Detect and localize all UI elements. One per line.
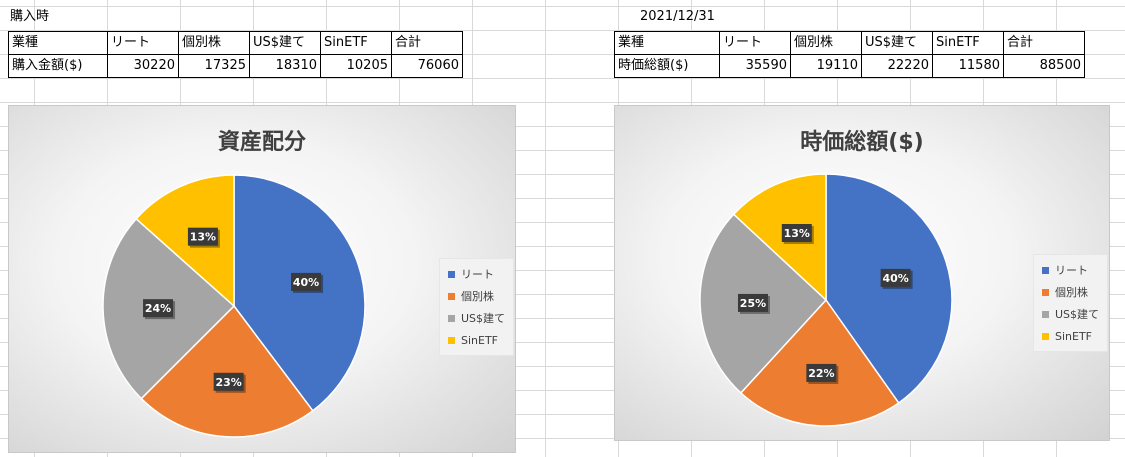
legend-item-us-dollar[interactable]: US$建て	[1042, 303, 1099, 325]
chart-title: 時価総額($)	[800, 130, 924, 155]
data-label-text: 13%	[784, 227, 810, 240]
value-cell[interactable]: 17325	[178, 54, 250, 78]
value-cell[interactable]: 19110	[790, 54, 862, 78]
legend-label: SinETF	[1055, 329, 1093, 343]
header-cell[interactable]: 合計	[391, 31, 463, 55]
data-label-text: 23%	[215, 376, 241, 389]
value-cell[interactable]: 18310	[249, 54, 321, 78]
legend-swatch	[1042, 332, 1049, 340]
legend-swatch	[448, 292, 455, 300]
value-cell[interactable]: 10205	[320, 54, 392, 78]
data-label-text: 40%	[882, 272, 908, 285]
table-row: 購入金額($) 30220 17325 18310 10205 76060	[8, 54, 463, 78]
data-label-text: 24%	[145, 302, 171, 315]
market-value-table: 業種 リート 個別株 US$建て SinETF 合計 時価総額($) 35590…	[614, 31, 1085, 78]
data-label: 13%	[781, 224, 814, 245]
header-cell[interactable]: 業種	[8, 31, 108, 55]
legend-item-us-dollar[interactable]: US$建て	[448, 307, 505, 329]
value-cell[interactable]: 76060	[391, 54, 463, 78]
legend-label: SinETF	[461, 333, 499, 347]
value-cell[interactable]: 22220	[861, 54, 933, 78]
data-label: 22%	[806, 363, 839, 384]
header-cell[interactable]: 個別株	[790, 31, 862, 55]
chart-legend[interactable]: リート個別株 US$建て SinETF	[1033, 254, 1109, 352]
pie-svg: 40% 22% 25% 13%	[699, 173, 953, 427]
header-cell[interactable]: SinETF	[932, 31, 1004, 55]
header-cell[interactable]: 合計	[1003, 31, 1085, 55]
table-header-row: 業種 リート 個別株 US$建て SinETF 合計	[8, 31, 463, 55]
data-label: 13%	[187, 227, 220, 248]
legend-swatch	[448, 270, 455, 278]
pie-slice-individual-stock[interactable]	[140, 304, 314, 438]
data-label-text: 13%	[190, 231, 216, 244]
header-cell[interactable]: 個別株	[178, 31, 250, 55]
legend-swatch	[1042, 310, 1049, 318]
data-label: 23%	[213, 372, 246, 393]
left-caption: 購入時	[10, 9, 50, 24]
market-value-chart[interactable]: 時価総額($) 40% 22% 25% 13% リート個別株 US$建て SinETF	[614, 105, 1110, 441]
header-cell[interactable]: SinETF	[320, 31, 392, 55]
legend-item-individual-stock[interactable]: 個別株	[1042, 281, 1099, 303]
legend-swatch	[1042, 266, 1049, 274]
pie-slice-sin-etf[interactable]	[732, 173, 827, 302]
legend-label: US$建て	[461, 312, 506, 325]
header-cell[interactable]: US$建て	[861, 31, 933, 55]
data-label-text: 22%	[808, 367, 834, 380]
right-caption: 2021/12/31	[640, 9, 715, 24]
data-label-text: 40%	[293, 276, 319, 289]
value-cell[interactable]: 30220	[107, 54, 179, 78]
table-header-row: 業種 リート 個別株 US$建て SinETF 合計	[614, 31, 1085, 55]
legend-swatch	[448, 314, 455, 322]
row-label-cell[interactable]: 時価総額($)	[614, 54, 720, 78]
header-cell[interactable]: リート	[719, 31, 791, 55]
legend-label: 個別株	[461, 290, 494, 303]
purchase-table: 業種 リート 個別株 US$建て SinETF 合計 購入金額($) 30220…	[8, 31, 463, 78]
data-label: 24%	[143, 299, 176, 320]
pie-svg: 40% 23% 24% 13%	[102, 174, 366, 438]
data-label: 40%	[291, 272, 324, 293]
value-cell[interactable]: 88500	[1003, 54, 1085, 78]
data-label: 40%	[880, 268, 913, 289]
pie-slice-sin-etf[interactable]	[135, 174, 235, 308]
row-label-cell[interactable]: 購入金額($)	[8, 54, 108, 78]
chart-title: 資産配分	[217, 130, 306, 155]
legend-item-sin-etf[interactable]: SinETF	[1042, 325, 1099, 347]
header-cell[interactable]: リート	[107, 31, 179, 55]
pie-slice-individual-stock[interactable]	[739, 298, 900, 427]
legend-swatch	[1042, 288, 1049, 296]
legend-item-individual-stock[interactable]: 個別株	[448, 285, 505, 307]
data-label-text: 25%	[740, 297, 766, 310]
header-cell[interactable]: 業種	[614, 31, 720, 55]
legend-label: リート	[1055, 264, 1088, 277]
data-label: 25%	[737, 293, 770, 314]
pie-slice-reit[interactable]	[825, 173, 953, 404]
legend-label: リート	[461, 268, 494, 281]
legend-item-reit[interactable]: リート	[1042, 259, 1099, 281]
asset-allocation-chart[interactable]: 資産配分 40% 23% 24% 13% リート個別株 US$建て SinETF	[8, 105, 516, 453]
legend-label: 個別株	[1055, 286, 1088, 299]
value-cell[interactable]: 35590	[719, 54, 791, 78]
legend-item-reit[interactable]: リート	[448, 263, 505, 285]
chart-legend[interactable]: リート個別株 US$建て SinETF	[439, 258, 515, 356]
value-cell[interactable]: 11580	[932, 54, 1004, 78]
table-row: 時価総額($) 35590 19110 22220 11580 88500	[614, 54, 1085, 78]
legend-swatch	[448, 336, 455, 344]
pie-slice-reit[interactable]	[233, 174, 366, 412]
header-cell[interactable]: US$建て	[249, 31, 321, 55]
legend-label: US$建て	[1055, 308, 1100, 321]
legend-item-sin-etf[interactable]: SinETF	[448, 329, 505, 351]
